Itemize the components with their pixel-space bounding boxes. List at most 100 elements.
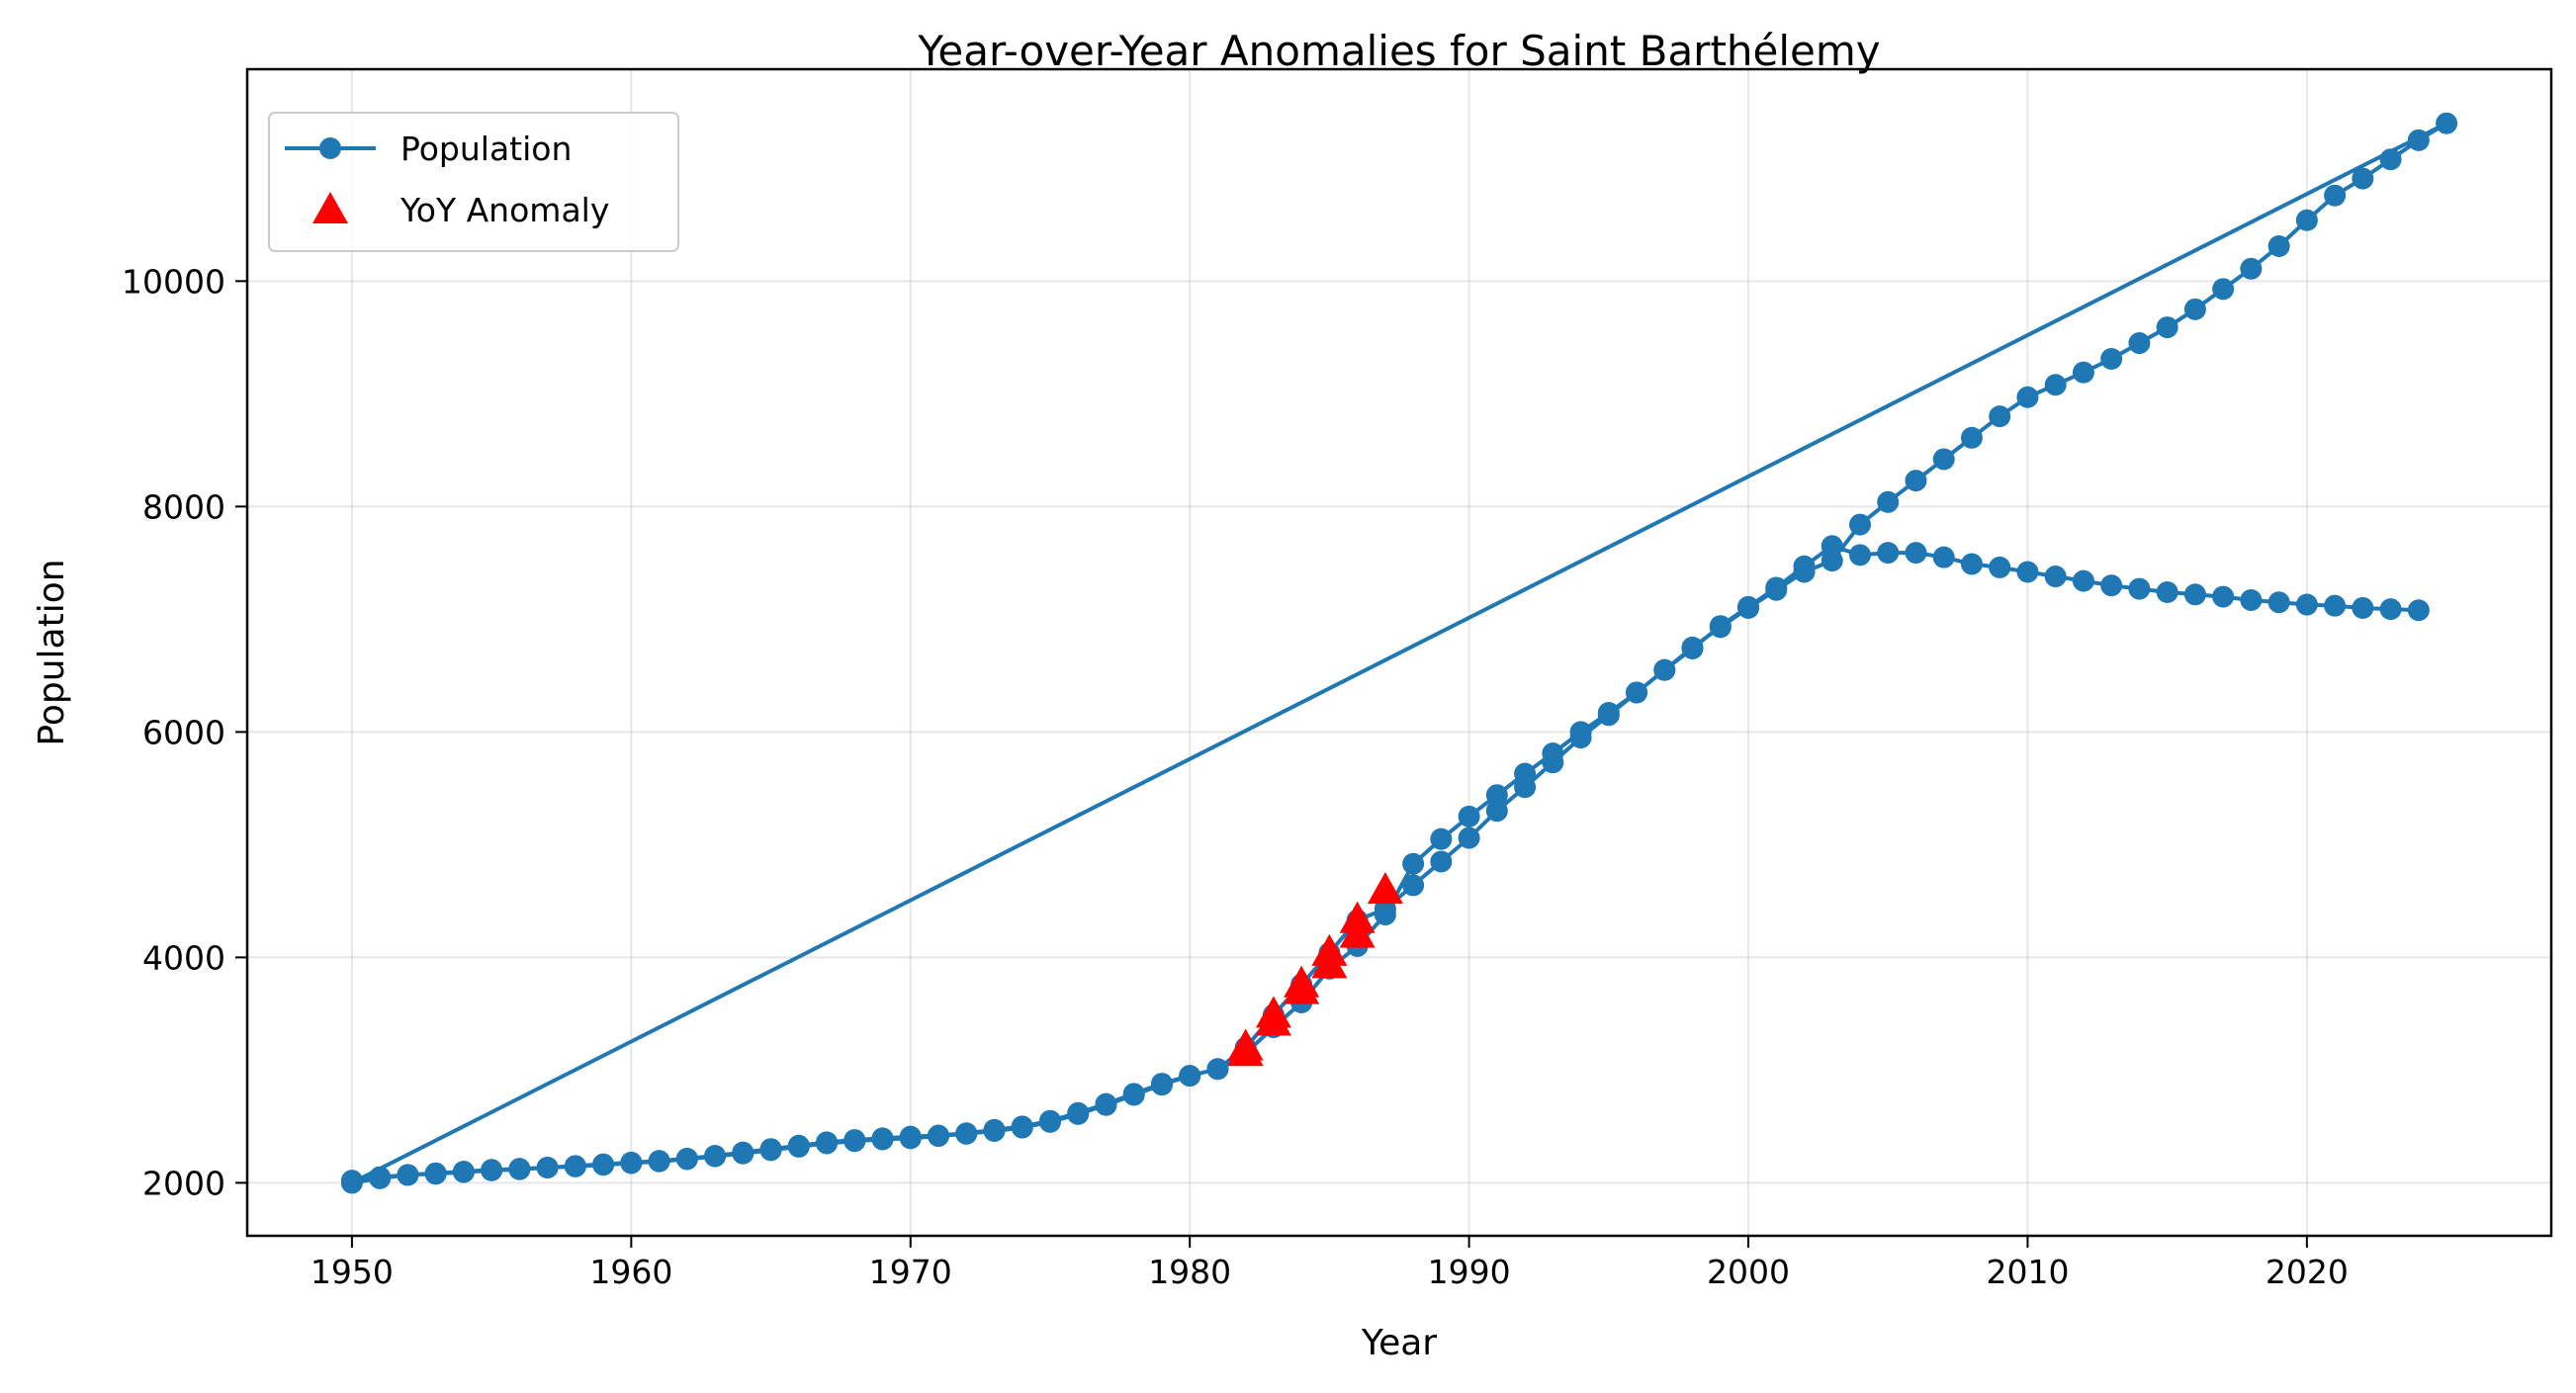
population-point bbox=[2072, 361, 2094, 384]
population-point bbox=[2128, 332, 2151, 355]
population-point bbox=[2016, 386, 2039, 408]
population-point bbox=[2156, 581, 2178, 604]
population-point bbox=[2379, 598, 2402, 621]
population-point bbox=[508, 1158, 531, 1180]
population-point bbox=[1653, 658, 1676, 681]
population-point bbox=[2044, 374, 2067, 396]
population-point bbox=[2352, 596, 2374, 619]
axis-ticks: 1950 1960 1970 1980 1990 2000 2010 2020 2000 4000… bbox=[122, 262, 2349, 1291]
population-point bbox=[871, 1127, 894, 1150]
x-tick-label: 1970 bbox=[869, 1253, 952, 1291]
population-point bbox=[2100, 574, 2123, 597]
population-point bbox=[2212, 278, 2235, 301]
population-point bbox=[1960, 426, 1983, 449]
population-point bbox=[1206, 1058, 1229, 1081]
population-point bbox=[2379, 148, 2402, 171]
legend-population-label: Population bbox=[400, 130, 572, 168]
population-point bbox=[1737, 595, 1760, 618]
population-point bbox=[2183, 298, 2206, 320]
population-point bbox=[2324, 594, 2347, 617]
population-point bbox=[536, 1157, 559, 1179]
population-point bbox=[2407, 129, 2430, 151]
population-point bbox=[2044, 566, 2067, 588]
population-point bbox=[2324, 184, 2347, 207]
population-point bbox=[955, 1122, 978, 1145]
anomaly-point bbox=[1284, 965, 1320, 998]
legend-anomaly-marker bbox=[312, 192, 348, 223]
population-point bbox=[1485, 784, 1508, 807]
population-point bbox=[1122, 1083, 1145, 1105]
x-tick-label: 1960 bbox=[589, 1253, 672, 1291]
population-point bbox=[1095, 1092, 1117, 1115]
population-point bbox=[1458, 827, 1480, 849]
y-tick-label: 8000 bbox=[142, 487, 225, 526]
population-point bbox=[1067, 1101, 1090, 1124]
anomaly-point bbox=[1367, 872, 1403, 905]
population-point bbox=[1485, 800, 1508, 823]
population-point bbox=[1849, 544, 1871, 566]
anomaly-point bbox=[1227, 1028, 1264, 1061]
population-point bbox=[564, 1155, 586, 1177]
anomaly-point bbox=[1255, 996, 1291, 1028]
population-point bbox=[732, 1141, 755, 1164]
population-point bbox=[2128, 577, 2151, 600]
population-point bbox=[2016, 561, 2039, 583]
population-point bbox=[1402, 874, 1425, 897]
plot-area bbox=[340, 112, 2458, 1194]
chart-title: Year-over-Year Anomalies for Saint Barth… bbox=[917, 27, 1880, 75]
population-point bbox=[1458, 805, 1480, 827]
population-point bbox=[2072, 569, 2094, 592]
population-point bbox=[2295, 593, 2318, 616]
population-point bbox=[787, 1134, 810, 1157]
population-point bbox=[1038, 1109, 1061, 1132]
population-point bbox=[1793, 555, 1816, 577]
population-point bbox=[1626, 681, 1648, 704]
x-tick-label: 1980 bbox=[1148, 1253, 1231, 1291]
population-point bbox=[1709, 615, 1732, 638]
population-point bbox=[899, 1125, 922, 1148]
population-point bbox=[1989, 405, 2011, 428]
population-point bbox=[1011, 1115, 1033, 1138]
x-tick-label: 1990 bbox=[1428, 1253, 1511, 1291]
y-tick-label: 2000 bbox=[142, 1164, 225, 1202]
population-point bbox=[2407, 599, 2430, 622]
x-tick-label: 2010 bbox=[1986, 1253, 2069, 1291]
population-point bbox=[648, 1150, 670, 1173]
population-point bbox=[1542, 742, 1564, 765]
population-point bbox=[2267, 591, 2290, 614]
population-point bbox=[1932, 448, 1955, 471]
anomaly-point bbox=[1339, 901, 1376, 933]
population-point bbox=[2100, 348, 2123, 371]
y-axis-label: Population bbox=[32, 559, 72, 745]
y-tick-label: 6000 bbox=[142, 713, 225, 751]
anomaly-point bbox=[1311, 933, 1348, 966]
population-point bbox=[592, 1153, 615, 1175]
population-point bbox=[424, 1162, 447, 1184]
population-point bbox=[2436, 112, 2458, 134]
population-point bbox=[452, 1161, 475, 1183]
population-point bbox=[1430, 850, 1453, 873]
population-point bbox=[1960, 553, 1983, 575]
x-tick-label: 1950 bbox=[311, 1253, 394, 1291]
x-tick-label: 2000 bbox=[1707, 1253, 1790, 1291]
population-point bbox=[1877, 542, 1900, 565]
population-point bbox=[1430, 827, 1453, 850]
population-point bbox=[397, 1164, 419, 1186]
population-point bbox=[1569, 721, 1592, 743]
population-point bbox=[1150, 1073, 1173, 1095]
population-point bbox=[1402, 852, 1425, 875]
population-point bbox=[2183, 583, 2206, 606]
population-point bbox=[1932, 546, 1955, 568]
grid bbox=[247, 69, 2551, 1236]
population-point bbox=[816, 1131, 839, 1154]
population-point bbox=[759, 1138, 782, 1161]
population-point bbox=[1765, 576, 1788, 599]
x-axis-label: Year bbox=[1361, 1323, 1437, 1363]
population-point bbox=[1179, 1065, 1201, 1088]
x-tick-label: 2020 bbox=[2265, 1253, 2349, 1291]
population-point bbox=[1849, 513, 1871, 536]
population-point bbox=[1597, 701, 1620, 724]
population-point bbox=[369, 1167, 392, 1189]
population-point bbox=[675, 1147, 698, 1170]
